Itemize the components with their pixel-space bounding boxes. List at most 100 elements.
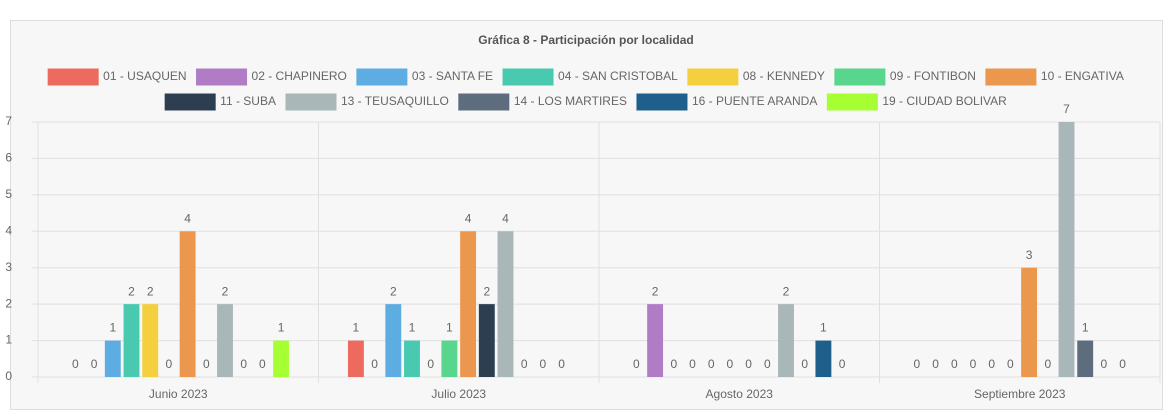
legend-item: 14 - LOS MARTIRES <box>458 93 627 111</box>
legend-item: 16 - PUENTE ARANDA <box>636 93 817 111</box>
legend-swatch <box>502 68 554 86</box>
data-label: 0 <box>259 357 266 371</box>
data-label: 0 <box>166 357 173 371</box>
y-tick-label: 5 <box>5 187 12 201</box>
data-label: 2 <box>783 284 790 298</box>
legend-label: 02 - CHAPINERO <box>252 69 347 83</box>
bar <box>404 340 420 377</box>
data-label: 4 <box>184 211 191 225</box>
bar <box>347 340 364 377</box>
data-label: 2 <box>652 284 659 298</box>
bar <box>441 340 458 377</box>
bar <box>815 340 832 377</box>
data-label: 0 <box>1119 357 1126 371</box>
y-tick-label: 3 <box>5 260 12 274</box>
data-label: 2 <box>390 284 397 298</box>
data-label: 2 <box>147 284 154 298</box>
bar <box>142 304 159 377</box>
legend-swatch <box>985 68 1037 86</box>
data-label: 2 <box>483 284 490 298</box>
legend-item: 10 - ENGATIVA <box>985 68 1124 86</box>
legend-item: 13 - TEUSAQUILLO <box>285 93 449 111</box>
data-label: 0 <box>633 357 640 371</box>
data-label: 0 <box>240 357 247 371</box>
data-label: 1 <box>1082 321 1089 335</box>
legend-item: 04 - SAN CRISTOBAL <box>502 68 678 86</box>
data-label: 0 <box>540 357 547 371</box>
legend-label: 03 - SANTA FE <box>412 69 493 83</box>
data-label: 0 <box>1044 357 1051 371</box>
legend-item: 01 - USAQUEN <box>47 68 187 86</box>
legend-item: 02 - CHAPINERO <box>196 68 347 86</box>
data-label: 4 <box>465 211 472 225</box>
bar <box>179 231 196 377</box>
data-label: 0 <box>951 357 958 371</box>
data-label: 3 <box>1026 248 1033 262</box>
legend-swatch <box>826 93 878 111</box>
bar <box>497 231 514 377</box>
data-label: 1 <box>353 321 360 335</box>
legend-item: 11 - SUBA <box>164 93 276 111</box>
legend-label: 01 - USAQUEN <box>103 69 186 83</box>
bar <box>460 231 477 377</box>
legend-swatch <box>834 68 886 86</box>
data-label: 1 <box>820 321 827 335</box>
data-label: 0 <box>427 357 434 371</box>
bar <box>778 304 794 377</box>
legend-item: 09 - FONTIBON <box>834 68 976 86</box>
bar <box>1058 122 1075 377</box>
data-label: 4 <box>502 211 509 225</box>
bar <box>647 304 664 377</box>
legend-item: 03 - SANTA FE <box>356 68 493 86</box>
data-label: 7 <box>1063 102 1070 116</box>
bar <box>273 340 290 377</box>
bar <box>104 340 121 377</box>
data-label: 0 <box>689 357 696 371</box>
legend-label: 11 - SUBA <box>220 94 276 108</box>
legend-label: 04 - SAN CRISTOBAL <box>558 69 678 83</box>
legend-label: 09 - FONTIBON <box>890 69 976 83</box>
legend-swatch <box>687 68 739 86</box>
data-label: 1 <box>109 321 116 335</box>
data-label: 0 <box>1007 357 1014 371</box>
data-label: 0 <box>72 357 79 371</box>
data-label: 0 <box>91 357 98 371</box>
data-label: 1 <box>278 321 285 335</box>
data-label: 0 <box>839 357 846 371</box>
y-tick-label: 6 <box>5 151 12 165</box>
data-label: 0 <box>521 357 528 371</box>
data-label: 0 <box>371 357 378 371</box>
bar <box>1021 267 1038 377</box>
x-tick-label: Junio 2023 <box>149 387 208 401</box>
legend-item: 08 - KENNEDY <box>687 68 825 86</box>
data-label: 2 <box>222 284 229 298</box>
data-label: 0 <box>970 357 977 371</box>
data-label: 0 <box>914 357 921 371</box>
y-tick-label: 2 <box>5 296 12 310</box>
x-tick-label: Agosto 2023 <box>706 387 774 401</box>
bar <box>478 304 495 377</box>
data-label: 0 <box>708 357 715 371</box>
bar <box>217 304 233 377</box>
data-label: 0 <box>558 357 565 371</box>
legend-swatch <box>285 93 337 111</box>
data-label: 0 <box>745 357 752 371</box>
legend-label: 14 - LOS MARTIRES <box>514 94 627 108</box>
bar <box>1077 340 1094 377</box>
data-label: 1 <box>409 321 416 335</box>
data-label: 0 <box>727 357 734 371</box>
data-label: 1 <box>446 321 453 335</box>
x-tick-label: Julio 2023 <box>431 387 486 401</box>
data-label: 2 <box>128 284 135 298</box>
data-label: 0 <box>1101 357 1108 371</box>
legend-item: 19 - CIUDAD BOLIVAR <box>826 93 1007 111</box>
chart-title: Gráfica 8 - Participación por localidad <box>478 33 693 47</box>
data-label: 0 <box>203 357 210 371</box>
legend-swatch <box>636 93 688 111</box>
y-tick-label: 1 <box>5 333 12 347</box>
legend-label: 13 - TEUSAQUILLO <box>341 94 449 108</box>
legend-label: 10 - ENGATIVA <box>1041 69 1124 83</box>
legend-label: 08 - KENNEDY <box>743 69 825 83</box>
y-tick-label: 0 <box>5 369 12 383</box>
